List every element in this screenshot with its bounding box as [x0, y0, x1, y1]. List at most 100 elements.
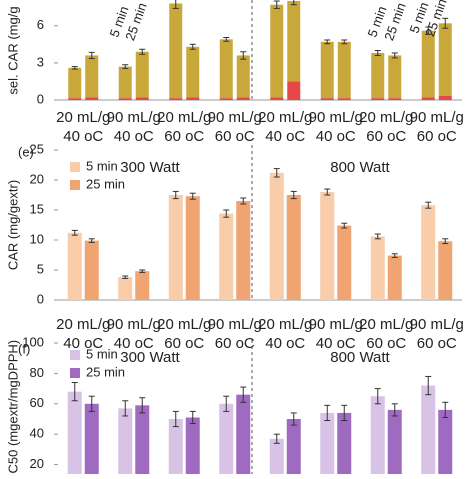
bar-segment — [236, 55, 250, 98]
x-tick-label: 40 oC — [265, 128, 305, 145]
bar-segment — [320, 41, 334, 99]
bar — [320, 412, 335, 479]
bar-segment — [438, 95, 452, 100]
legend-label: 5 min — [86, 158, 118, 173]
bar — [84, 240, 99, 300]
x-tick-label: 90 mL/g — [309, 316, 363, 333]
y-axis-label: CAR (mg/gextr) — [5, 180, 20, 270]
bar-segment — [421, 30, 435, 98]
y-tick-label: 3 — [37, 54, 44, 69]
annotation: 800 Watt — [330, 349, 390, 366]
y-tick-label: 60 — [30, 395, 44, 410]
x-tick-label: 20 mL/g — [56, 109, 110, 126]
x-tick-label: 90 mL/g — [410, 109, 464, 126]
annotation: 300 Watt — [120, 159, 180, 176]
bar-segment — [169, 98, 183, 100]
bar — [438, 409, 453, 479]
bar-segment — [85, 55, 99, 98]
bar-segment — [118, 66, 132, 99]
x-tick-label: 40 oC — [63, 335, 103, 352]
bar-segment — [186, 46, 200, 98]
x-tick-label: 60 oC — [164, 128, 204, 145]
y-axis-label: IC50 (mgextr/mgDPPH) — [5, 340, 20, 474]
bar — [269, 438, 284, 479]
bar — [421, 205, 436, 300]
x-tick-label: 20 mL/g — [56, 316, 110, 333]
y-tick-label: 5 — [37, 261, 44, 276]
bar — [286, 419, 301, 479]
bar-segment — [287, 1, 301, 82]
bar — [320, 192, 335, 300]
x-tick-label: 20 mL/g — [157, 316, 211, 333]
bar — [67, 232, 82, 300]
x-tick-label: 90 mL/g — [208, 316, 262, 333]
legend-swatch — [70, 368, 80, 378]
y-tick-label: 20 — [30, 171, 44, 186]
bar-segment — [219, 98, 233, 100]
annotation: 300 Watt — [120, 349, 180, 366]
bar-segment — [219, 39, 233, 99]
bar-segment — [85, 97, 99, 100]
annotation: 25 min — [381, 1, 408, 43]
legend-label: 5 min — [86, 346, 118, 361]
bar-segment — [287, 81, 301, 100]
bar — [168, 419, 183, 479]
bar — [219, 403, 234, 479]
y-tick-label: 10 — [30, 231, 44, 246]
legend-swatch — [70, 180, 80, 190]
bar-segment — [438, 23, 452, 96]
x-tick-label: 90 mL/g — [208, 109, 262, 126]
x-tick-label: 60 oC — [164, 335, 204, 352]
y-tick-label: 6 — [37, 17, 44, 32]
x-tick-label: 90 mL/g — [309, 109, 363, 126]
x-tick-label: 20 mL/g — [258, 109, 312, 126]
bar-segment — [270, 4, 284, 98]
bar — [387, 255, 402, 300]
y-tick-label: 100 — [22, 334, 44, 349]
bar — [337, 225, 352, 300]
x-tick-label: 20 mL/g — [359, 109, 413, 126]
bar — [387, 409, 402, 479]
bar — [438, 241, 453, 300]
bar — [370, 396, 385, 479]
bar-segment — [186, 97, 200, 100]
x-tick-label: 40 oC — [265, 335, 305, 352]
legend-swatch — [70, 162, 80, 172]
y-axis-label: sel. CAR (mg/g — [5, 6, 20, 94]
y-tick-label: 0 — [37, 91, 44, 106]
x-tick-label: 20 mL/g — [258, 316, 312, 333]
x-tick-label: 40 oC — [316, 335, 356, 352]
legend-label: 25 min — [86, 364, 125, 379]
x-tick-label: 60 oC — [366, 128, 406, 145]
x-tick-label: 40 oC — [63, 128, 103, 145]
bar-segment — [388, 55, 402, 99]
x-tick-label: 60 oC — [366, 335, 406, 352]
x-tick-label: 40 oC — [114, 335, 154, 352]
bar-segment — [135, 97, 149, 100]
bar-segment — [118, 98, 132, 100]
bar-segment — [68, 98, 82, 100]
bar-segment — [337, 41, 351, 99]
y-tick-label: 40 — [30, 426, 44, 441]
bar — [236, 394, 251, 479]
panel-label: (f) — [18, 341, 30, 356]
x-tick-label: 40 oC — [114, 128, 154, 145]
bar — [185, 417, 200, 479]
y-tick-label: 0 — [37, 291, 44, 306]
x-tick-label: 60 oC — [417, 128, 457, 145]
y-tick-label: 80 — [30, 365, 44, 380]
bar-segment — [371, 52, 385, 99]
bar-segment — [169, 3, 183, 99]
x-tick-label: 20 mL/g — [359, 316, 413, 333]
bar-segment — [68, 67, 82, 99]
bar — [135, 405, 150, 479]
x-tick-label: 20 mL/g — [157, 109, 211, 126]
bar — [269, 172, 284, 300]
x-tick-label: 40 oC — [316, 128, 356, 145]
bar-segment — [236, 97, 250, 100]
bar-segment — [371, 98, 385, 100]
x-tick-label: 60 oC — [417, 335, 457, 352]
bar — [118, 277, 133, 300]
bar — [236, 201, 251, 300]
